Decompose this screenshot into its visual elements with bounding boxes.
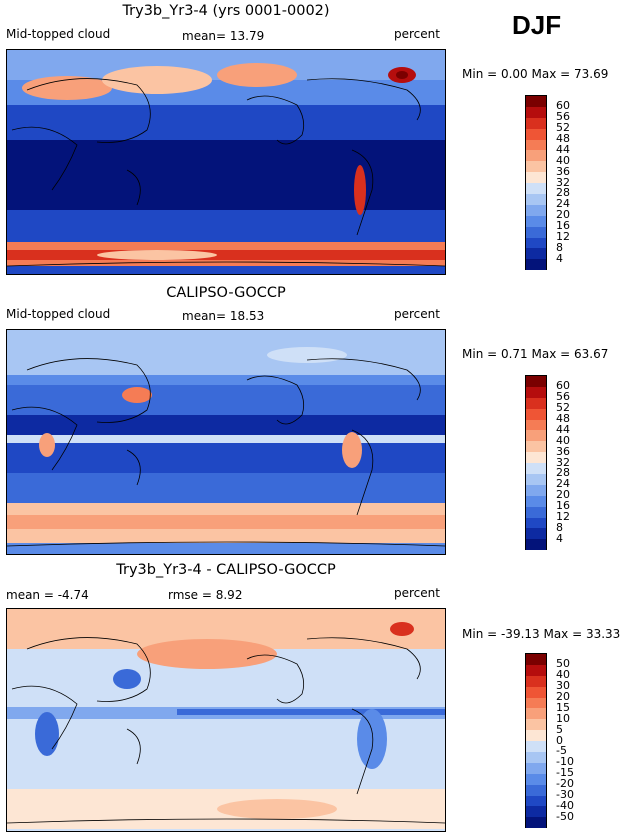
panel2-title: CALIPSO-GOCCP	[166, 285, 286, 301]
panel3-tick: 20	[556, 690, 570, 703]
panel3-tick: 10	[556, 712, 570, 725]
panel1-tick: 36	[556, 165, 570, 178]
panel2-tick: 40	[556, 434, 570, 447]
panel2-tick: 28	[556, 466, 570, 479]
panel3-tick: 0	[556, 734, 563, 747]
panel3-mean-label: mean = -4.74	[6, 588, 89, 602]
panel1-units-label: percent	[394, 27, 440, 41]
panel1-tick: 48	[556, 132, 570, 145]
panel3-tick: 15	[556, 701, 570, 714]
panel3-tick: 30	[556, 679, 570, 692]
panel1-tick: 24	[556, 197, 570, 210]
panel1-tick: 4	[556, 252, 563, 265]
panel2-tick: 44	[556, 423, 570, 436]
panel2-tick: 60	[556, 379, 570, 392]
panel2-colorbar	[525, 375, 547, 551]
panel1-colorbar	[525, 95, 547, 271]
panel2-tick: 48	[556, 412, 570, 425]
panel1-tick: 16	[556, 219, 570, 232]
panel2-variable-label: Mid-topped cloud	[6, 307, 111, 321]
panel3-heatmap	[7, 609, 445, 831]
panel3-tick: 5	[556, 723, 563, 736]
panel3-tick: 40	[556, 668, 570, 681]
panel1-minmax: Min = 0.00 Max = 73.69	[462, 67, 609, 81]
panel3-title: Try3b_Yr3-4 - CALIPSO-GOCCP	[116, 562, 336, 578]
panel2-tick: 56	[556, 390, 570, 403]
panel2-tick: 32	[556, 456, 570, 469]
panel3-tick: -10	[556, 755, 574, 768]
panel3-rmse-label: rmse = 8.92	[168, 588, 243, 602]
panel2-mean-label: mean= 18.53	[182, 309, 265, 323]
panel1-variable-label: Mid-topped cloud	[6, 27, 111, 41]
panel3-tick: 50	[556, 657, 570, 670]
panel3-tick: -15	[556, 766, 574, 779]
panel2-tick: 12	[556, 510, 570, 523]
panel1-heatmap	[7, 50, 445, 274]
panel2-tick: 4	[556, 532, 563, 545]
panel2-tick: 8	[556, 521, 563, 534]
panel1-mean-label: mean= 13.79	[182, 29, 265, 43]
panel1-tick: 32	[556, 176, 570, 189]
panel1-tick: 56	[556, 110, 570, 123]
panel1-tick: 8	[556, 241, 563, 254]
panel3-tick: -20	[556, 777, 574, 790]
panel3-tick: -30	[556, 788, 574, 801]
panel1-tick: 28	[556, 186, 570, 199]
panel1-tick: 44	[556, 143, 570, 156]
panel2-tick: 16	[556, 499, 570, 512]
panel1-title: Try3b_Yr3-4 (yrs 0001-0002)	[122, 3, 330, 19]
panel3-map	[6, 608, 446, 832]
panel3-colorbar	[525, 653, 547, 829]
panel3-minmax: Min = -39.13 Max = 33.33	[462, 627, 621, 641]
panel2-tick: 36	[556, 445, 570, 458]
panel1-tick: 20	[556, 208, 570, 221]
panel1-tick: 52	[556, 121, 570, 134]
panel1-map	[6, 49, 446, 275]
panel2-map	[6, 329, 446, 555]
panel3-tick: -40	[556, 799, 574, 812]
panel3-tick: -5	[556, 744, 567, 757]
panel2-tick: 52	[556, 401, 570, 414]
panel2-units-label: percent	[394, 307, 440, 321]
season-label: DJF	[512, 10, 562, 40]
panel2-heatmap	[7, 330, 445, 554]
panel2-tick: 20	[556, 488, 570, 501]
panel1-tick: 12	[556, 230, 570, 243]
panel1-tick: 40	[556, 154, 570, 167]
panel3-units-label: percent	[394, 586, 440, 600]
panel1-tick: 60	[556, 99, 570, 112]
panel2-minmax: Min = 0.71 Max = 63.67	[462, 347, 609, 361]
panel2-tick: 24	[556, 477, 570, 490]
panel3-tick: -50	[556, 810, 574, 823]
